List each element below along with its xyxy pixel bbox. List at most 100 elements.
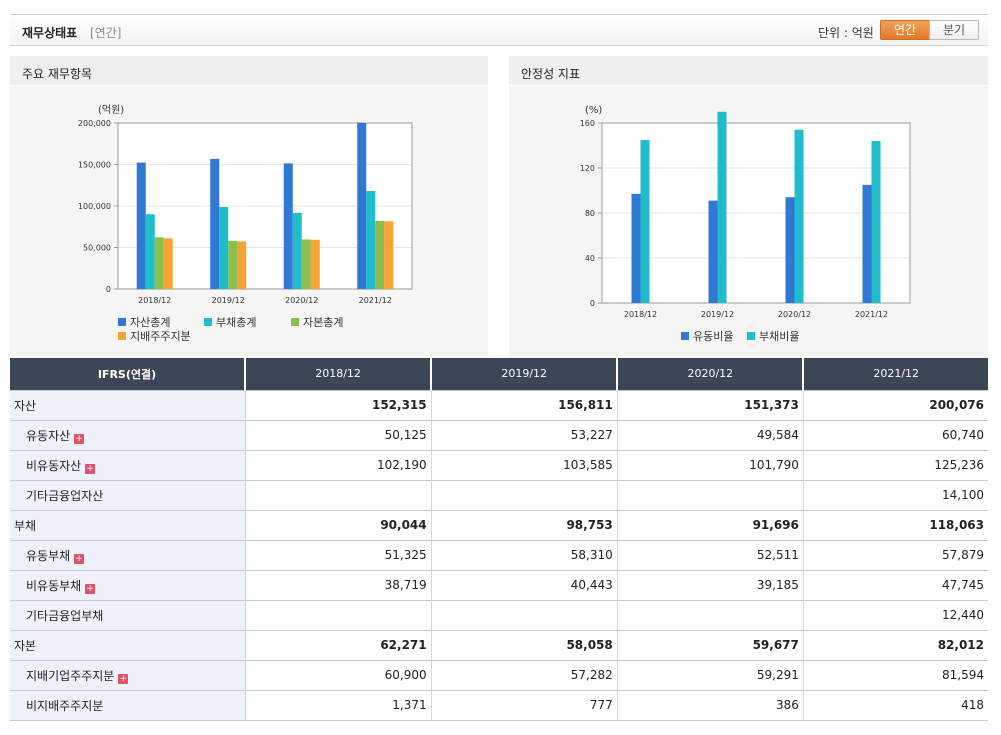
table-cell: 38,719 (244, 569, 432, 600)
expand-plus-icon[interactable]: + (118, 673, 129, 684)
y-tick-label: 40 (585, 254, 595, 263)
table-cell: 151,373 (616, 389, 804, 420)
y-tick-label: 0 (590, 299, 595, 308)
table-cell: 47,745 (802, 569, 988, 600)
legend-swatch (118, 332, 126, 340)
expand-plus-icon[interactable]: + (85, 583, 96, 594)
y-tick-label: 160 (580, 119, 595, 128)
bar-자본총계 (154, 237, 164, 289)
legend-swatch (681, 332, 689, 340)
table-cell: 386 (616, 689, 804, 721)
row-label: 자본 (10, 629, 245, 660)
bar-자본총계 (375, 220, 385, 289)
row-label-text: 자산 (14, 398, 37, 413)
table-cell: 90,044 (244, 509, 432, 540)
bar-자산총계 (357, 122, 367, 289)
stability-chart: (%) 0 40 80 120 160 2018/12 2019/12 2020/12 2021/… (580, 105, 911, 343)
main-items-chart: (억원) 0 50,000 100,000 150,000 200,000 2018/12 2… (78, 104, 413, 343)
bar-지배주주지분 (310, 239, 320, 289)
table-cell: 156,811 (430, 389, 618, 420)
row-label-text: 자본 (14, 638, 37, 653)
table-header-col: 2019/12 (430, 358, 618, 390)
table-header-col: 2018/12 (243, 358, 432, 390)
y-tick-label: 0 (106, 285, 111, 294)
legend-label: 부채비율 (759, 330, 799, 343)
expand-plus-icon[interactable]: + (85, 463, 96, 474)
annual-toggle-button[interactable]: 연간 (880, 20, 930, 40)
bar-자산총계 (283, 163, 293, 289)
x-tick-label: 2020/12 (778, 310, 811, 319)
table-cell: 50,125 (244, 419, 432, 450)
row-label-text: 기타금융업자산 (26, 488, 104, 503)
x-tick-label: 2021/12 (359, 296, 392, 305)
row-label: 유동부채 + (10, 539, 245, 570)
row-label-text: 기타금융업부채 (26, 608, 104, 623)
row-label: 기타금융업자산 (10, 479, 245, 510)
bar-부채비율 (640, 139, 650, 303)
x-tick-label: 2018/12 (624, 310, 657, 319)
table-row: 유동자산 +50,125 53,227 49,584 60,740 (10, 419, 988, 450)
expand-plus-icon[interactable]: + (74, 433, 85, 444)
section-period: [연간] (90, 26, 122, 40)
x-tick-label: 2019/12 (701, 310, 734, 319)
section-title: 재무상태표 (22, 26, 78, 40)
plot-border (601, 122, 911, 304)
table-cell: 14,100 (802, 479, 988, 510)
table-cell: 82,012 (802, 629, 988, 660)
bar-유동비율 (708, 200, 718, 303)
quarter-toggle-button[interactable]: 분기 (929, 20, 979, 40)
legend-label: 자본총계 (303, 316, 343, 329)
x-tick-label: 2020/12 (285, 296, 318, 305)
table-cell: 52,511 (616, 539, 804, 570)
legend-label: 지배주주지분 (130, 330, 191, 343)
row-label: 비지배주주지분 (10, 689, 245, 721)
bar-부채총계 (292, 212, 302, 289)
bar-유동비율 (785, 197, 795, 303)
bar-자산총계 (136, 162, 146, 289)
bar-지배주주지분 (237, 241, 247, 289)
stability-panel: 안정성 지표 (%) 0 40 80 120 160 2018/12 2019/12 2020/… (509, 56, 988, 358)
y-tick-label: 80 (585, 209, 595, 218)
table-cell: 58,310 (430, 539, 618, 570)
chart-unit-label: (억원) (98, 104, 124, 116)
table-cell (430, 599, 618, 630)
bar-부채총계 (145, 214, 155, 289)
table-cell: 60,740 (802, 419, 988, 450)
table-row: 비유동자산 +102,190 103,585 101,790 125,236 (10, 449, 988, 480)
x-tick-label: 2019/12 (212, 296, 245, 305)
table-cell (244, 479, 432, 510)
bar-부채비율 (794, 129, 804, 303)
table-cell: 1,371 (244, 689, 432, 721)
bar-부채총계 (219, 207, 229, 289)
legend-swatch (204, 318, 212, 326)
table-row: 지배기업주주지분 +60,900 57,282 59,291 81,594 (10, 659, 988, 690)
legend-label: 유동비율 (693, 330, 733, 343)
row-label-text: 비유동부채 (26, 578, 82, 593)
table-row: 기타금융업자산 14,100 (10, 479, 988, 510)
table-cell: 58,058 (430, 629, 618, 660)
y-tick-label: 150,000 (78, 161, 111, 170)
expand-plus-icon[interactable]: + (74, 553, 85, 564)
table-cell: 62,271 (244, 629, 432, 660)
row-label-text: 지배기업주주지분 (26, 668, 115, 683)
legend-swatch (118, 318, 126, 326)
bar-유동비율 (862, 184, 872, 303)
table-header-basis: IFRS(연결) (10, 358, 245, 390)
table-header-col: 2021/12 (802, 358, 988, 390)
stability-panel-header: 안정성 지표 (509, 56, 988, 86)
table-cell: 49,584 (616, 419, 804, 450)
table-cell: 53,227 (430, 419, 618, 450)
table-cell (430, 479, 618, 510)
row-label: 자산 (10, 389, 245, 420)
table-cell: 125,236 (802, 449, 988, 480)
main-items-panel-header: 주요 재무항목 (10, 56, 488, 86)
table-cell: 59,677 (616, 629, 804, 660)
bar-부채총계 (366, 191, 376, 289)
row-label: 비유동부채 + (10, 569, 245, 600)
table-cell: 103,585 (430, 449, 618, 480)
table-cell: 59,291 (616, 659, 804, 690)
table-row: 비유동부채 +38,719 40,443 39,185 47,745 (10, 569, 988, 600)
bar-자본총계 (301, 239, 311, 289)
row-label-text: 비유동자산 (26, 458, 82, 473)
x-tick-label: 2018/12 (138, 296, 171, 305)
